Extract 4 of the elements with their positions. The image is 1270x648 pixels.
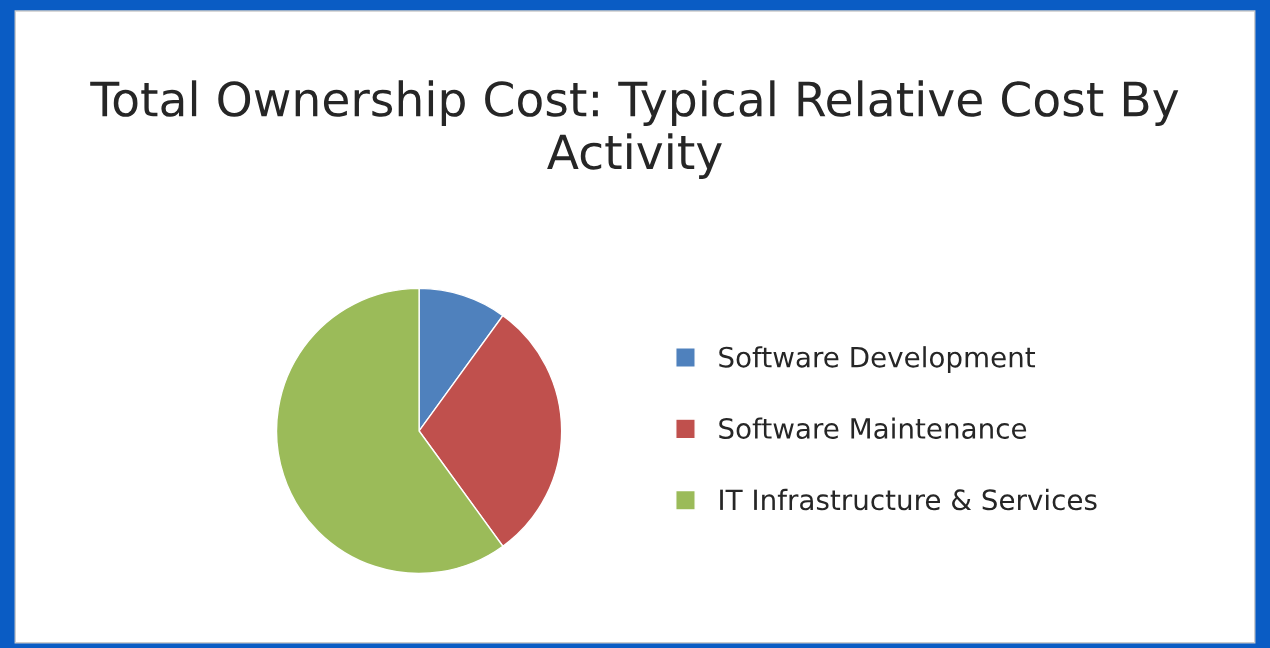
legend-label: IT Infrastructure & Services [720, 488, 1097, 511]
legend-label: Software Development [719, 346, 1036, 374]
chart-title: Total Ownership Cost: Typical Relative Cost By Activity [90, 80, 1179, 179]
legend-label: Software Maintenance [719, 417, 1027, 439]
